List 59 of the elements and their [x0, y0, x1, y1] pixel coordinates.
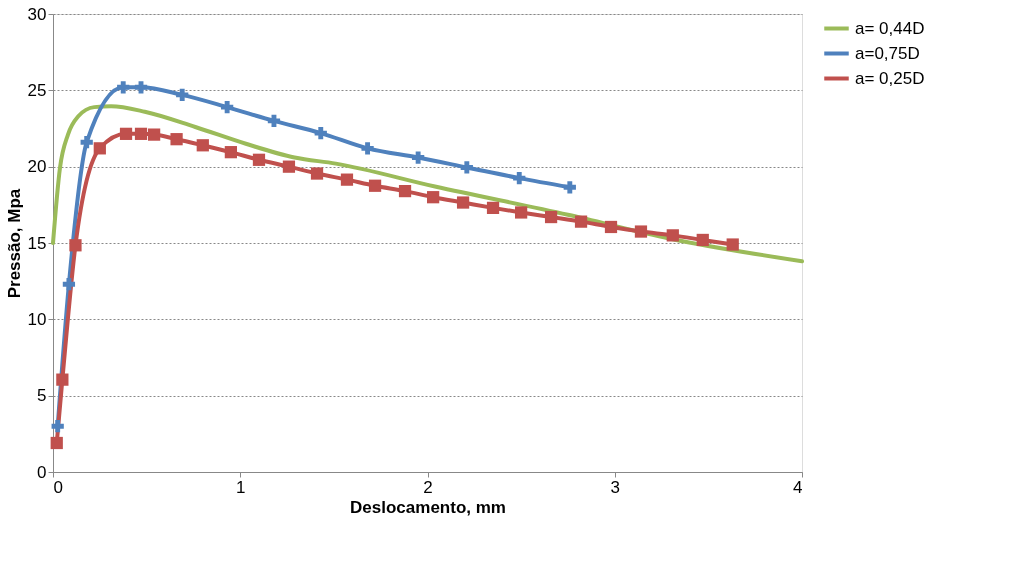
point — [62, 278, 76, 291]
point — [398, 184, 412, 198]
y-tick-label: 20 — [27, 157, 47, 177]
point — [134, 81, 148, 94]
point — [563, 181, 576, 194]
point — [117, 81, 130, 94]
point — [368, 179, 382, 192]
point — [80, 136, 93, 149]
point — [50, 436, 63, 450]
point — [69, 239, 82, 252]
point — [221, 101, 234, 114]
point — [515, 206, 528, 219]
y-tick-label: 0 — [37, 462, 47, 482]
point — [426, 191, 440, 204]
legend-label: a= 0,44D — [855, 18, 925, 38]
y-tick-label: 25 — [27, 80, 47, 100]
point — [456, 196, 470, 209]
point — [310, 167, 324, 180]
point — [544, 210, 558, 224]
point — [361, 142, 374, 155]
point — [134, 127, 148, 140]
legend-label: a=0,75D — [855, 43, 920, 63]
point — [634, 225, 648, 238]
point — [119, 127, 133, 140]
point — [51, 420, 64, 433]
y-axis-title: Pressão, Mpa — [4, 188, 24, 299]
y-tick-label: 10 — [27, 309, 47, 329]
y-tick-label: 30 — [27, 4, 47, 24]
point — [56, 373, 69, 386]
x-tick-label: 3 — [610, 477, 620, 497]
point — [314, 126, 327, 140]
point — [224, 146, 238, 159]
y-tick-label: 5 — [37, 386, 47, 406]
line-series — [51, 104, 804, 264]
point — [147, 128, 161, 141]
x-tick-label: 2 — [423, 477, 433, 497]
point — [340, 173, 354, 186]
point — [252, 153, 266, 166]
point — [726, 238, 739, 251]
x-axis-title: Deslocamento, mm — [350, 497, 506, 517]
point — [196, 139, 209, 152]
point — [666, 229, 679, 242]
point — [513, 171, 526, 185]
point — [267, 114, 281, 127]
point — [486, 201, 500, 215]
x-tick-label: 0 — [53, 477, 63, 497]
point — [282, 160, 296, 173]
point — [460, 161, 473, 174]
legend-label: a= 0,25D — [855, 68, 925, 88]
point — [604, 220, 618, 234]
y-tick-label: 15 — [27, 233, 47, 253]
point — [93, 142, 106, 155]
point — [170, 133, 183, 146]
x-tick-label: 1 — [236, 477, 246, 497]
x-tick-label: 4 — [793, 477, 803, 497]
point — [176, 88, 189, 102]
point — [696, 233, 709, 247]
point — [412, 151, 425, 164]
point — [574, 215, 588, 228]
